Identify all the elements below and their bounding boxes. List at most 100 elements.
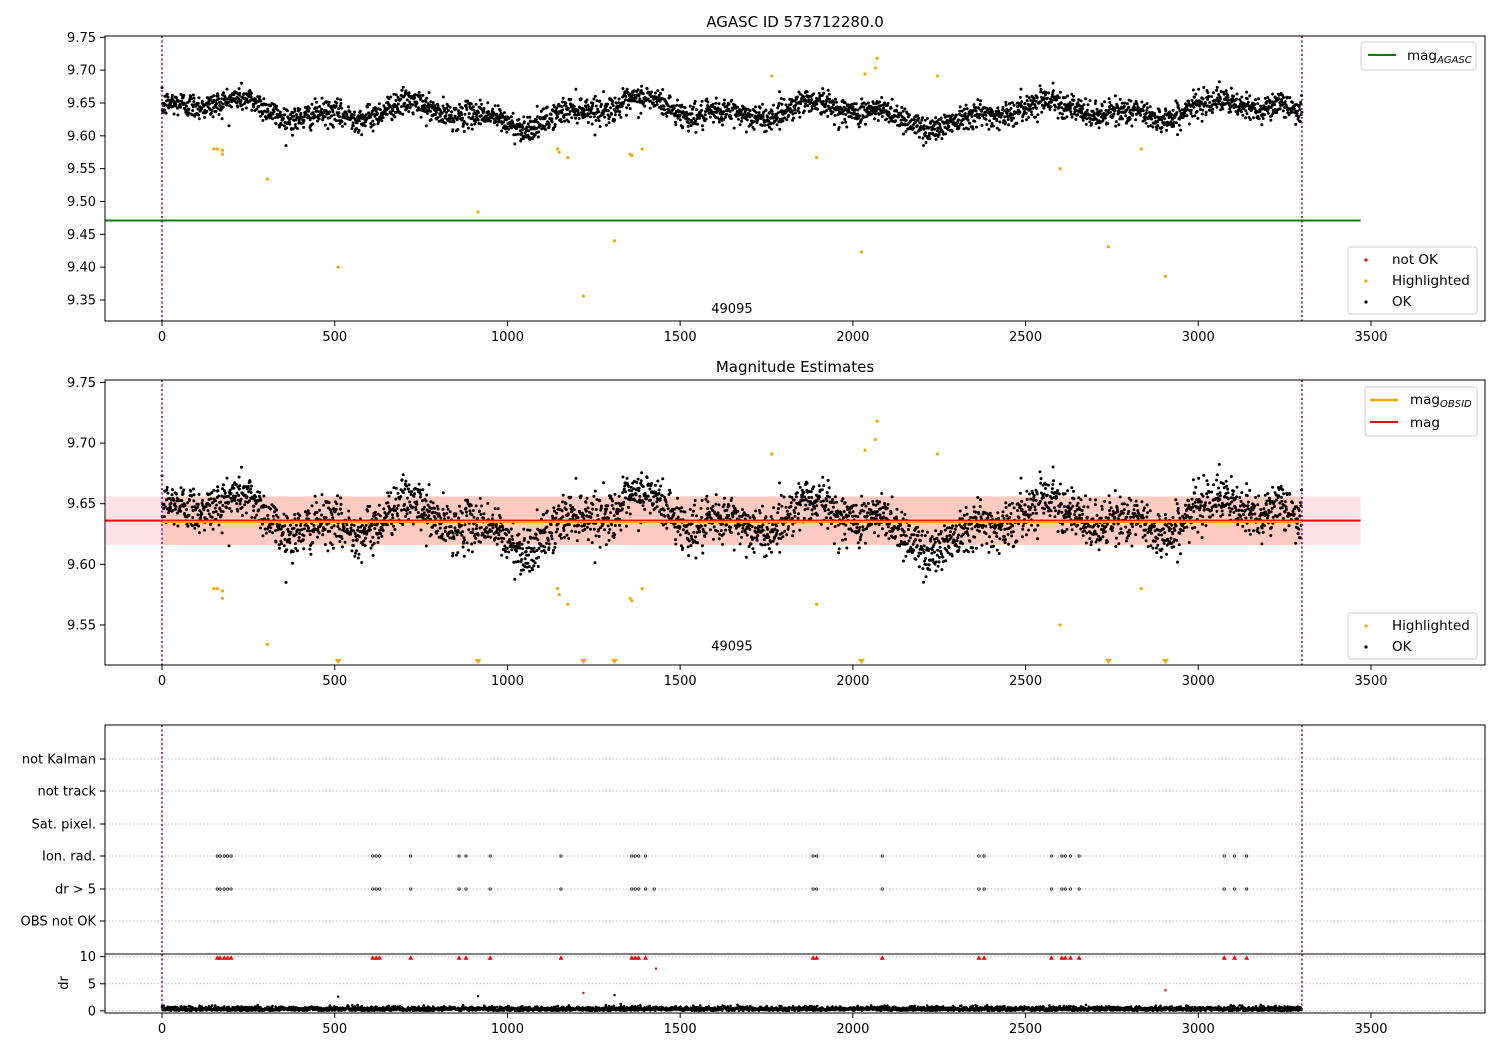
p2-ok-point-138: [208, 503, 212, 507]
p1-ok-point-1529: [688, 104, 692, 108]
p2-ok-point-1198: [574, 476, 578, 480]
p2-ok-point-905: [473, 541, 477, 545]
p1-ok-point-1603: [714, 101, 718, 105]
p1-ok-point-1341: [623, 98, 627, 102]
p2-ok-point-106: [197, 524, 201, 528]
p1-ok-point-71: [185, 104, 188, 108]
p1-ok-point-1924: [825, 99, 829, 103]
p1-ok-point-618: [374, 106, 377, 110]
p1-ok-point-1619: [719, 116, 723, 119]
p2-ok-point-772: [427, 514, 431, 518]
p1-ok-point-2843: [1142, 103, 1146, 107]
p1-ok-point-522: [340, 124, 344, 128]
p2-ok-point-25: [169, 507, 173, 510]
p1-ok-point-2673: [1084, 97, 1088, 101]
p2-ok-point-177: [221, 510, 225, 514]
p1-ok-point-750: [419, 115, 423, 119]
p2-ok-point-527: [342, 525, 346, 529]
p2-ok-point-373: [289, 530, 293, 534]
p1-ok-point-544: [348, 110, 352, 114]
p1-highlighted-point-11: [612, 239, 617, 243]
p1-ok-point-2802: [1128, 117, 1132, 121]
p1-ok-point-1206: [577, 113, 581, 117]
p2-ok-point-462: [320, 513, 324, 517]
p2-ok-point-1207: [577, 530, 581, 534]
p2-ok-point-484: [327, 501, 331, 505]
p1-ok-point-1110: [544, 128, 547, 131]
p1-ok-point-2186: [915, 124, 919, 128]
p2-ok-point-627: [377, 536, 381, 540]
p1-ok-point-328: [273, 116, 277, 120]
p1-ok-point-1140: [554, 109, 558, 113]
p2-ok-point-443: [313, 494, 317, 498]
p1-ok-point-1724: [756, 118, 760, 122]
p1-ok-point-980: [499, 116, 503, 120]
p2-ok-point-618: [374, 510, 377, 514]
p2-ok-point-611: [371, 554, 375, 557]
p1-ok-point-259: [250, 91, 253, 95]
p1-ok-point-3010: [1200, 119, 1204, 123]
p1-ok-point-2941: [1176, 103, 1180, 107]
p1-ok-point-763: [424, 107, 428, 111]
p1-ok-point-55: [179, 92, 183, 96]
p1-ok-point-1754: [766, 123, 770, 127]
p1-ok-point-1869: [806, 104, 810, 108]
p1-ok-point-291: [261, 112, 264, 116]
p1-ok-point-1927: [826, 114, 830, 118]
p2-ok-point-828: [446, 507, 450, 511]
p1-ok-point-447: [315, 100, 318, 104]
p1-ok-point-246: [245, 97, 249, 101]
p2-ok-point-601: [368, 504, 372, 508]
p1-ok-point-88: [190, 113, 194, 117]
p1-ok-point-411: [302, 118, 306, 122]
p1-ok-point-1108: [543, 124, 547, 128]
p2-ok-point-521: [340, 537, 344, 540]
p1-ok-point-274: [255, 107, 259, 111]
p2-ok-point-1138: [553, 542, 557, 545]
p1-ok-point-1078: [533, 127, 536, 131]
p1-ok-point-2305: [957, 118, 960, 122]
p2-ok-point-1433: [655, 505, 659, 509]
p2-ok-point-1159: [561, 500, 564, 504]
p1-ok-point-1115: [545, 105, 549, 109]
p2-ok-point-506: [335, 502, 339, 506]
p1-ok-point-702: [403, 101, 407, 105]
p2-ok-point-475: [324, 516, 328, 520]
p2-ok-point-1176: [566, 512, 570, 516]
p2-ok-point-1088: [536, 538, 540, 542]
p2-ok-point-712: [406, 508, 410, 512]
p2-ok-point-670: [392, 524, 395, 528]
p1-ok-point-1344: [624, 113, 628, 117]
p2-ok-point-943: [486, 501, 490, 505]
p2-ok-point-1334: [621, 475, 625, 479]
p1-ok-point-1622: [721, 123, 724, 127]
p1-ok-point-2277: [947, 125, 951, 129]
p1-ok-point-674: [393, 115, 397, 119]
p1-ok-point-1544: [694, 119, 697, 123]
p2-ok-point-1369: [633, 498, 637, 502]
p1-ok-point-3200: [1266, 96, 1270, 99]
p1-ok-point-1198: [574, 87, 578, 91]
p1-ok-point-410: [302, 125, 306, 129]
p2-ok-point-112: [199, 516, 203, 519]
p1-ok-point-1976: [843, 117, 847, 121]
p1-ok-point-1129: [550, 120, 554, 124]
p1-ok-point-2636: [1071, 102, 1075, 106]
p1-ok-point-2334: [967, 127, 970, 131]
p1-ok-point-1784: [776, 104, 780, 108]
p1-ok-point-2333: [966, 118, 970, 122]
p2-ok-point-39: [174, 507, 177, 511]
p1-ok-point-1952: [835, 100, 838, 104]
p1-ok-point-2255: [939, 116, 943, 120]
p2-ok-point-351: [281, 530, 285, 534]
p1-ok-point-834: [448, 105, 452, 109]
p1-ok-point-2517: [1030, 113, 1034, 117]
p2-ok-point-1091: [537, 546, 541, 550]
p2-ok-point-1142: [555, 511, 559, 515]
p1-ok-point-554: [351, 124, 355, 128]
p1-ok-point-3271: [1290, 110, 1294, 114]
p2-ok-point-861: [458, 504, 461, 508]
p2-ok-point-877: [463, 523, 467, 527]
p1-ok-point-1539: [692, 117, 696, 120]
p2-ok-point-820: [443, 530, 447, 533]
